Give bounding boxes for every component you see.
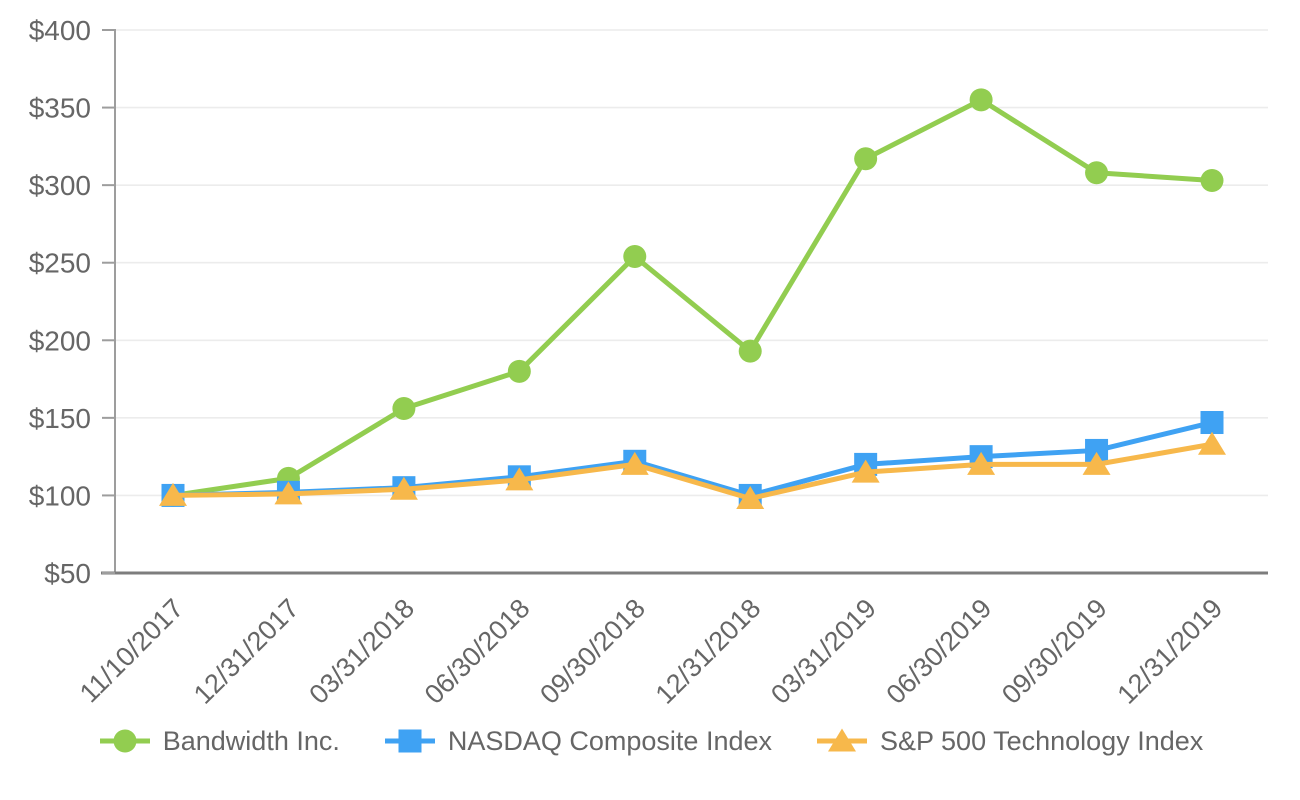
triangle-marker-icon	[159, 482, 187, 506]
circle-marker-icon	[507, 359, 531, 383]
triangle-icon	[828, 728, 856, 752]
y-axis-label: $200	[29, 325, 91, 356]
y-axis-label: $150	[29, 403, 91, 434]
x-axis-label: 09/30/2019	[996, 593, 1113, 710]
x-axis-label: 11/10/2017	[74, 593, 189, 708]
triangle-marker-icon	[389, 476, 418, 500]
chart-canvas: $50 $100 $150 $200 $250 $300 $350 $400 11/10/201…	[29, 15, 1268, 710]
y-axis-label: $50	[44, 558, 91, 589]
y-axis-label: $250	[29, 248, 91, 279]
triangle-marker-icon	[620, 451, 649, 475]
triangle-marker-icon	[1082, 451, 1111, 475]
circle-legend-marker-icon	[99, 729, 150, 753]
square-marker-icon	[1200, 411, 1224, 435]
series-bandwidth-inc	[161, 88, 1224, 507]
x-axis-label: 03/31/2019	[765, 593, 882, 710]
legend-item-bandwidth-inc: Bandwidth Inc.	[97, 724, 340, 758]
chart-legend: Bandwidth Inc. NASDAQ Composite Index S&P …	[0, 724, 1300, 758]
x-axis-label: 06/30/2019	[881, 593, 998, 710]
series-line-s-p-500-technology-index	[170, 441, 1215, 502]
x-axis-label: 03/31/2018	[303, 593, 420, 710]
circle-marker-icon	[1085, 161, 1109, 185]
series-line-bandwidth-inc	[170, 97, 1215, 498]
x-axis-label: 12/31/2017	[188, 593, 305, 710]
circle-marker-icon	[623, 245, 647, 269]
y-axis-label: $400	[29, 15, 91, 46]
square-icon	[398, 729, 422, 753]
x-axis-label: 12/31/2019	[1111, 593, 1228, 710]
circle-marker-icon	[1200, 168, 1224, 192]
square-legend-marker-icon	[384, 729, 435, 753]
y-axis-label: $300	[29, 170, 91, 201]
triangle-marker-icon	[1198, 431, 1226, 455]
legend-label: NASDAQ Composite Index	[447, 725, 772, 756]
series-line-nasdaq-composite-index	[170, 420, 1215, 498]
triangle-marker-icon	[274, 481, 303, 505]
triangle-marker-icon	[505, 467, 534, 491]
triangle-marker-icon	[736, 486, 765, 510]
circle-marker-icon	[969, 88, 993, 112]
square-marker-icon	[1085, 438, 1109, 462]
triangle-marker-icon	[967, 451, 996, 475]
legend-label: Bandwidth Inc.	[162, 725, 340, 756]
x-axis-label: 09/30/2018	[534, 593, 651, 710]
x-axis-label: 12/31/2018	[650, 593, 767, 710]
circle-icon	[113, 729, 137, 753]
circle-marker-icon	[854, 147, 878, 171]
series-s-p-500-technology-index	[159, 431, 1226, 510]
legend-label: S&P 500 Technology Index	[880, 725, 1204, 756]
legend-item-s-p-500-technology-index: S&P 500 Technology Index	[814, 724, 1203, 758]
y-axis-label: $350	[29, 93, 91, 124]
triangle-legend-marker-icon	[817, 728, 867, 752]
circle-marker-icon	[738, 339, 762, 363]
y-axis-label: $100	[29, 480, 91, 511]
legend-item-nasdaq-composite-index: NASDAQ Composite Index	[382, 724, 772, 758]
circle-marker-icon	[392, 397, 416, 421]
triangle-marker-icon	[851, 459, 880, 483]
x-axis-label: 06/30/2018	[419, 593, 536, 710]
